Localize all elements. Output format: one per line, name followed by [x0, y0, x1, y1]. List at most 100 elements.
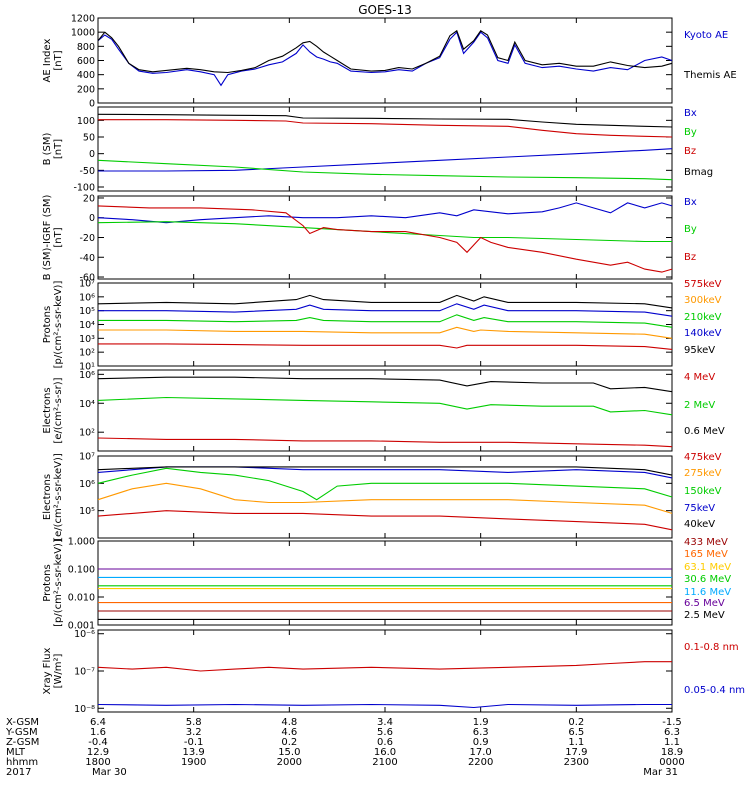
y-axis-label: [W/m²] [53, 653, 64, 688]
y-axis-label: [p/(cm²-s-sr-keV)] [53, 539, 64, 627]
y-tick-label: 1200 [71, 14, 95, 25]
y-tick-label: 10³ [79, 334, 95, 345]
legend-entry: 0.05-0.4 nm [684, 685, 745, 696]
series-line-210kev [98, 314, 673, 328]
y-tick-label: 0.001 [68, 621, 95, 632]
panel-5: 10² 10⁴ 10⁶ Electrons [e/(cm²-s-sr)] 4 MeV 2 M… [42, 369, 725, 452]
x-year: 2017 [6, 767, 31, 778]
y-tick-label: 10⁻⁷ [74, 667, 95, 678]
panel-4: 10¹ 10² 10³ 10⁴ 10⁵ 10⁶ 10⁷ Protons [p/(cm²-s-sr… [42, 279, 722, 373]
y-axis-label: [nT] [53, 50, 64, 70]
x-row-value: 4.8 [281, 717, 297, 728]
y-tick-label: 20 [83, 193, 95, 204]
x-row-value: 12.9 [87, 747, 109, 758]
y-axis-label: Xray Flux [42, 647, 53, 694]
panel-6: 10⁵ 10⁶ 10⁷ Electrons [e/(cm²-s-sr-keV)] 475k… [42, 452, 722, 541]
legend-entry: Kyoto AE [684, 30, 728, 41]
y-tick-label: 10² [79, 428, 95, 439]
x-row-value: -0.4 [88, 737, 108, 748]
x-row-value: 1.1 [664, 737, 680, 748]
y-tick-label: 0 [89, 99, 95, 110]
y-tick-label: 1.000 [68, 537, 95, 548]
y-tick-label: -60 [79, 273, 95, 284]
y-tick-label: 0.010 [68, 593, 95, 604]
x-row-value: 2200 [468, 757, 493, 768]
y-axis-label: AE Index [42, 38, 53, 82]
y-tick-label: 600 [77, 56, 95, 67]
series-line-95kev [97, 294, 673, 309]
series-line-4-mev [97, 437, 673, 448]
y-tick-label: 0 [89, 213, 95, 224]
y-axis-label: Electrons [42, 474, 53, 520]
x-row-value: 16.0 [374, 747, 396, 758]
x-row-value: 0.2 [281, 737, 297, 748]
legend-entry: 150keV [684, 486, 722, 497]
legend-entry: 6.5 MeV [684, 598, 725, 609]
legend-entry: 575keV [684, 279, 722, 290]
series-line-275kev [97, 482, 673, 514]
y-tick-label: 10⁴ [79, 320, 95, 331]
legend-entry: Themis AE [683, 70, 737, 81]
legend-entry: 30.6 MeV [684, 574, 731, 585]
legend-entry: 433 MeV [684, 537, 728, 548]
y-tick-label: 800 [77, 42, 95, 53]
series-line-0-1-0-8-nm [97, 661, 672, 672]
legend-entry: 0.6 MeV [684, 426, 725, 437]
y-tick-label: 1000 [71, 28, 95, 39]
panel-7: 0.001 0.010 0.100 1.000 Protons [p/(cm²-s-sr-… [42, 537, 731, 632]
x-row-value: -0.1 [184, 737, 204, 748]
series-line-bmag [97, 113, 673, 128]
y-tick-label: 10⁴ [79, 399, 95, 410]
x-row-label: Y-GSM [5, 727, 38, 738]
y-tick-label: 10⁻⁶ [74, 629, 95, 640]
legend-entry: 40keV [684, 519, 715, 530]
x-row-value: 18.9 [661, 747, 683, 758]
x-row-value: 1.9 [473, 717, 489, 728]
x-row-value: 2000 [277, 757, 302, 768]
x-row-value: 1800 [85, 757, 110, 768]
legend-entry: By [684, 127, 697, 138]
legend-entry: 2 MeV [684, 400, 715, 411]
legend-entry: 75keV [684, 503, 715, 514]
legend-entry: 4 MeV [684, 372, 715, 383]
x-row-value: 1900 [181, 757, 206, 768]
plot-title: GOES-13 [358, 3, 412, 17]
y-tick-label: 10⁶ [79, 479, 95, 490]
y-axis-label: [e/(cm²-s-sr)] [53, 377, 64, 443]
x-row-value: 0000 [659, 757, 684, 768]
panel-8: 10⁻⁸ 10⁻⁷ 10⁻⁶ Xray Flux [W/m²] 0.1-0.8 nm 0.0… [42, 629, 745, 715]
y-tick-label: 0 [89, 149, 95, 160]
legend-entry: By [684, 224, 697, 235]
y-tick-label: 400 [77, 70, 95, 81]
series-line-75kev [97, 466, 673, 479]
x-row-value: 13.9 [183, 747, 205, 758]
legend-entry: 475keV [684, 452, 722, 463]
y-tick-label: 10¹ [79, 362, 95, 373]
y-tick-label: 200 [77, 84, 95, 95]
x-row-value: 3.2 [186, 727, 202, 738]
series-line-40kev [97, 466, 673, 476]
series-line-300kev [98, 326, 673, 339]
series-line-bz [97, 205, 673, 273]
x-row-value: 1.1 [568, 737, 584, 748]
x-row-value: 0.9 [473, 737, 489, 748]
panel-frame [97, 17, 673, 104]
y-tick-label: 10⁵ [79, 306, 95, 317]
series-line-2-mev [97, 396, 673, 416]
series-line-by [97, 159, 673, 181]
y-tick-label: 10² [79, 348, 95, 359]
legend-entry: 275keV [684, 468, 722, 479]
x-row-value: 4.6 [281, 727, 297, 738]
y-axis-label: Protons [42, 306, 53, 343]
x-row-label: Z-GSM [6, 737, 39, 748]
panel-frame [97, 369, 673, 452]
legend-entry: 2.5 MeV [684, 610, 725, 621]
y-tick-label: 10⁶ [79, 292, 95, 303]
legend-entry: Bmag [684, 167, 713, 178]
panel-frame [97, 629, 673, 713]
legend-entry: Bx [684, 108, 697, 119]
legend-entry: 11.6 MeV [684, 587, 731, 598]
x-row-value: 6.5 [568, 727, 584, 738]
panel-1: 0 200 400 600 800 1000 1200 AE Index [nT] Kyoto A… [42, 14, 737, 110]
